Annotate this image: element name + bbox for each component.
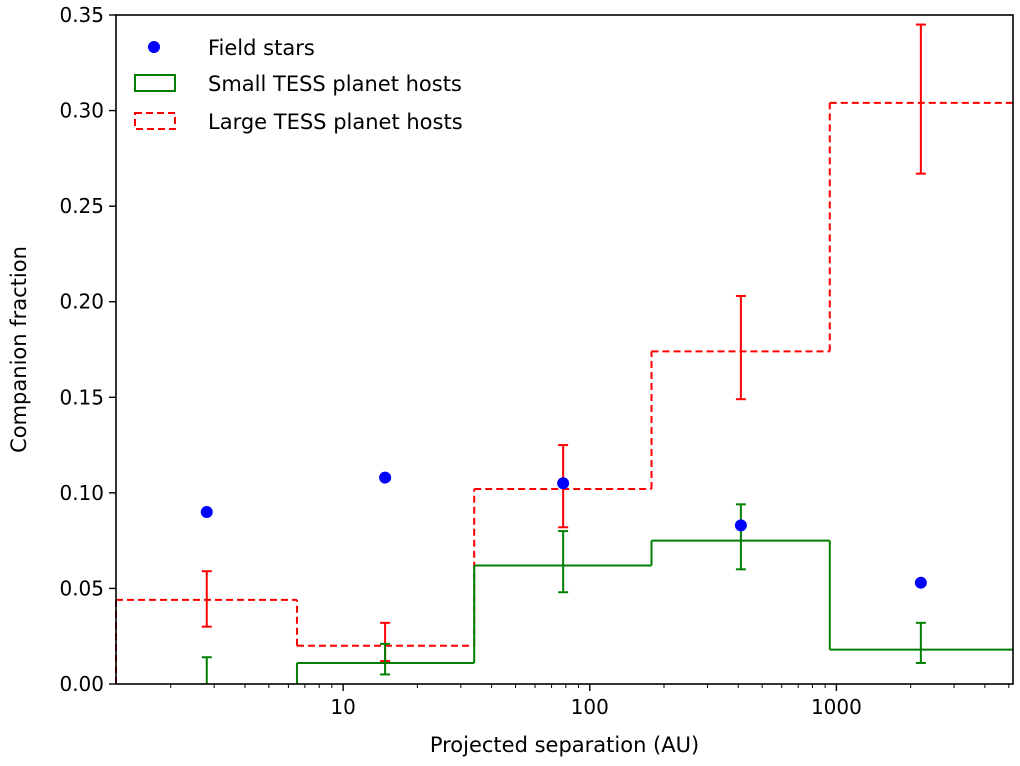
legend: Field stars Small TESS planet hosts Larg… xyxy=(134,36,463,134)
large-hosts-group xyxy=(115,101,1013,684)
x-tick-label: 10 xyxy=(330,695,355,719)
plot-frame xyxy=(115,14,1014,685)
field-stars-point xyxy=(557,477,570,490)
y-tick-label: 0.10 xyxy=(59,481,104,505)
legend-marker-small-hosts xyxy=(134,74,176,92)
y-axis-label: Companion fraction xyxy=(7,246,31,453)
small-hosts-errors xyxy=(201,503,926,684)
y-tick-label: 0.30 xyxy=(59,99,104,123)
legend-label-field-stars: Field stars xyxy=(208,36,315,60)
x-tick-label: 1000 xyxy=(811,695,862,719)
y-tick-label: 0.20 xyxy=(59,290,104,314)
y-tick-label: 0.05 xyxy=(59,576,104,600)
legend-label-large-hosts: Large TESS planet hosts xyxy=(208,110,463,134)
x-axis-label: Projected separation (AU) xyxy=(430,733,699,757)
y-tick-label: 0.25 xyxy=(59,194,104,218)
y-tick-label: 0.00 xyxy=(59,672,104,696)
field-stars-point xyxy=(734,519,747,532)
legend-marker-large-hosts xyxy=(134,112,176,130)
field-stars-point xyxy=(379,471,392,484)
y-tick-label: 0.35 xyxy=(59,3,104,27)
field-stars-point xyxy=(200,505,213,518)
legend-label-small-hosts: Small TESS planet hosts xyxy=(208,72,462,96)
large-hosts-errors xyxy=(201,23,926,663)
field-stars-points xyxy=(200,471,927,589)
field-stars-point xyxy=(914,576,927,589)
x-tick-label: 100 xyxy=(571,695,609,719)
small-hosts-group xyxy=(295,539,1013,684)
legend-marker-field-stars xyxy=(148,41,160,53)
y-tick-label: 0.15 xyxy=(59,385,104,409)
